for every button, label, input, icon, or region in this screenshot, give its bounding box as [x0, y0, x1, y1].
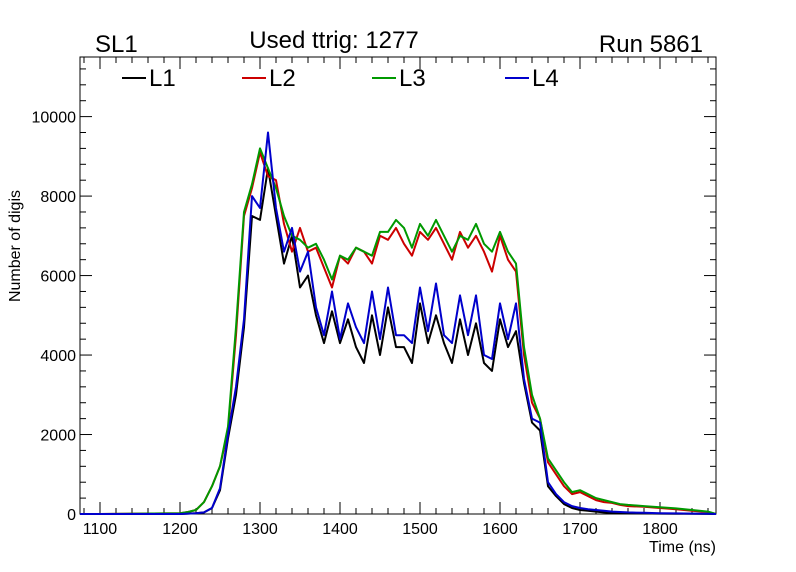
x-tick-label: 1600 — [482, 521, 518, 538]
x-tick-label: 1200 — [162, 521, 198, 538]
legend-label-l3: L3 — [399, 65, 426, 92]
x-tick-label: 1700 — [562, 521, 598, 538]
legend: L1 L2 L3 L4 — [122, 65, 559, 92]
y-tick-label: 2000 — [40, 428, 76, 445]
y-tick-label: 8000 — [40, 189, 76, 206]
x-axis-title: Time (ns) — [649, 539, 716, 556]
plot-frame — [79, 56, 717, 515]
legend-label-l1: L1 — [149, 65, 176, 92]
y-tick-label: 4000 — [40, 348, 76, 365]
y-tick-label: 6000 — [40, 269, 76, 286]
x-tick-label: 1500 — [402, 521, 438, 538]
x-tick-label: 1800 — [642, 521, 678, 538]
pad-label-left: SL1 — [95, 31, 138, 58]
axis-ticks-group — [80, 57, 716, 515]
series-line-l1 — [80, 167, 717, 515]
legend-label-l2: L2 — [269, 65, 296, 92]
y-tick-label: 10000 — [32, 110, 77, 127]
axis-tick-labels-group: 1100 1200 1300 1400 1500 1600 1700 1800 0 2000 400… — [32, 110, 678, 538]
y-tick-label: 0 — [67, 507, 76, 524]
y-axis-title: Number of digis — [7, 190, 24, 302]
x-tick-label: 1300 — [242, 521, 278, 538]
series-line-l3 — [80, 147, 717, 515]
series-line-l4 — [80, 131, 717, 515]
x-tick-label: 1400 — [322, 521, 358, 538]
x-tick-label: 1100 — [83, 521, 118, 538]
series-group — [80, 131, 717, 515]
series-line-l2 — [80, 151, 717, 515]
pad-label-center: Used ttrig: 1277 — [249, 27, 418, 54]
pad-label-right: Run 5861 — [599, 31, 703, 58]
legend-label-l4: L4 — [532, 65, 559, 92]
